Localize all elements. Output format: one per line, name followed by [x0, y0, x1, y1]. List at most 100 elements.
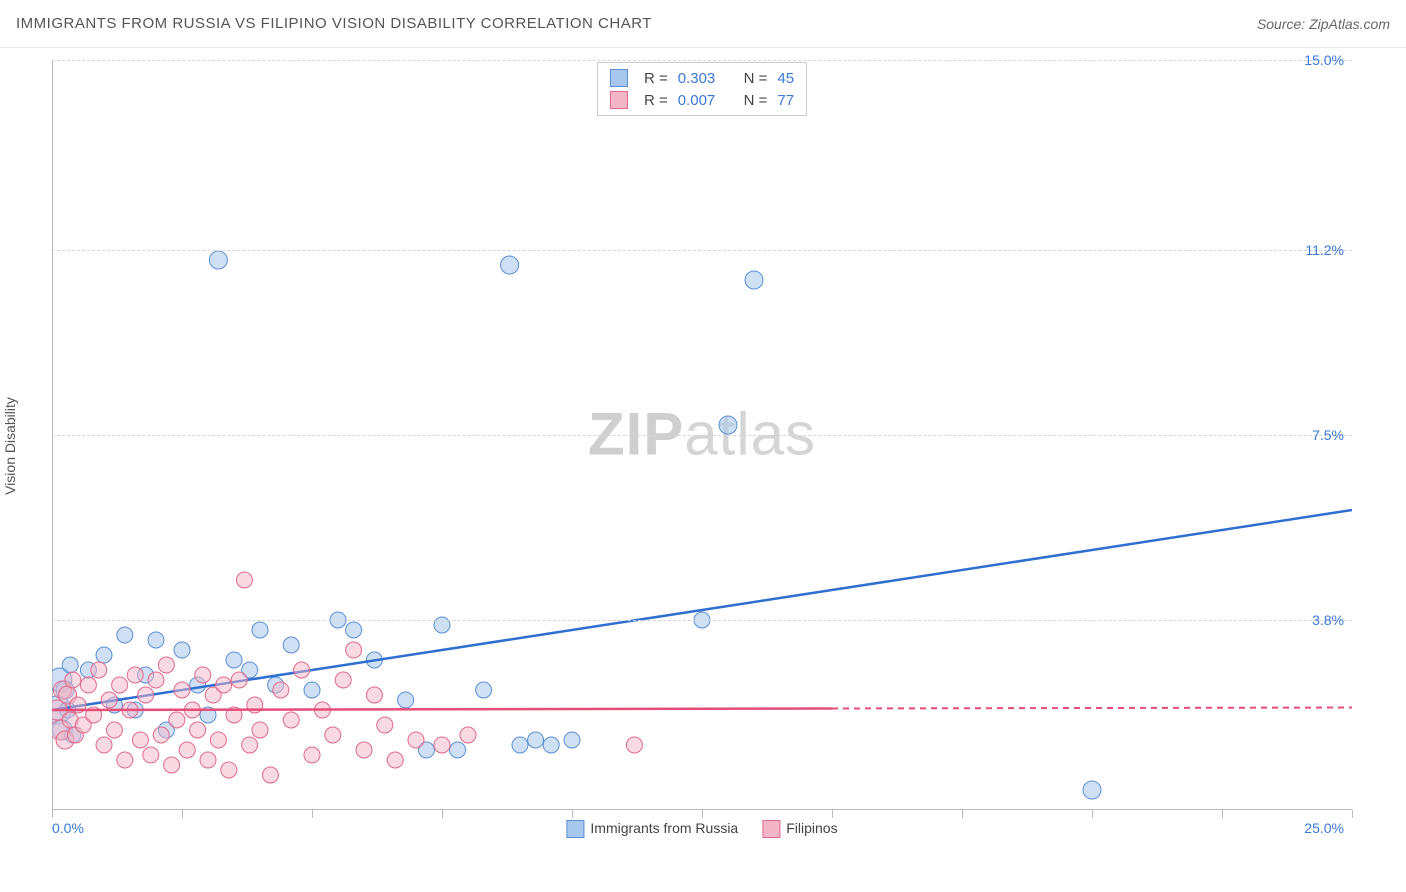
legend-swatch — [610, 91, 628, 109]
x-min-label: 0.0% — [52, 820, 84, 836]
data-point — [460, 727, 476, 743]
data-point — [528, 732, 544, 748]
data-point — [356, 742, 372, 758]
data-point — [143, 747, 159, 763]
data-point — [96, 737, 112, 753]
data-point — [179, 742, 195, 758]
gridline — [52, 60, 1352, 61]
data-point — [226, 652, 242, 668]
data-point — [325, 727, 341, 743]
x-tick — [832, 810, 833, 818]
data-point — [252, 622, 268, 638]
plot-area: ZIPatlas R = 0.303 N = 45R = 0.007 N = 7… — [52, 60, 1352, 840]
x-tick — [1222, 810, 1223, 818]
data-point — [283, 637, 299, 653]
legend-item: Filipinos — [762, 820, 837, 838]
x-tick — [1092, 810, 1093, 818]
data-point — [148, 632, 164, 648]
x-tick — [52, 810, 53, 818]
data-point — [501, 256, 519, 274]
data-point — [164, 757, 180, 773]
data-point — [80, 677, 96, 693]
data-point — [153, 727, 169, 743]
data-point — [91, 662, 107, 678]
bottom-legend: Immigrants from Russia Filipinos — [566, 820, 837, 838]
chart-header: IMMIGRANTS FROM RUSSIA VS FILIPINO VISIO… — [0, 0, 1406, 48]
gridline — [52, 250, 1352, 251]
legend-label: Immigrants from Russia — [590, 820, 738, 836]
data-point — [132, 732, 148, 748]
data-point — [112, 677, 128, 693]
data-point — [236, 572, 252, 588]
x-tick — [962, 810, 963, 818]
data-point — [127, 667, 143, 683]
data-point — [158, 657, 174, 673]
gridline — [52, 620, 1352, 621]
data-point — [117, 627, 133, 643]
data-point — [283, 712, 299, 728]
data-point — [377, 717, 393, 733]
stat-r-label: R = — [644, 92, 668, 109]
y-axis-label: Vision Disability — [2, 397, 18, 495]
data-point — [387, 752, 403, 768]
data-point — [346, 622, 362, 638]
data-point — [366, 687, 382, 703]
legend-swatch — [762, 820, 780, 838]
data-point — [543, 737, 559, 753]
x-max-label: 25.0% — [1304, 820, 1344, 836]
trend-line — [52, 709, 832, 711]
data-point — [242, 737, 258, 753]
data-point — [304, 747, 320, 763]
data-point — [745, 271, 763, 289]
legend-item: Immigrants from Russia — [566, 820, 738, 838]
data-point — [476, 682, 492, 698]
y-tick-label: 15.0% — [1304, 52, 1344, 68]
data-point — [304, 682, 320, 698]
stat-r-value: 0.007 — [678, 92, 716, 109]
data-point — [626, 737, 642, 753]
x-tick — [702, 810, 703, 818]
data-point — [117, 752, 133, 768]
data-point — [294, 662, 310, 678]
stats-row: R = 0.007 N = 77 — [610, 89, 794, 111]
trend-line-dashed — [832, 708, 1352, 709]
x-tick — [312, 810, 313, 818]
data-point — [273, 682, 289, 698]
x-tick — [442, 810, 443, 818]
x-tick — [1352, 810, 1353, 818]
data-point — [96, 647, 112, 663]
data-point — [174, 682, 190, 698]
data-point — [101, 692, 117, 708]
legend-label: Filipinos — [786, 820, 837, 836]
x-tick — [182, 810, 183, 818]
data-point — [106, 722, 122, 738]
data-point — [346, 642, 362, 658]
data-point — [252, 722, 268, 738]
data-point — [209, 251, 227, 269]
data-point — [62, 657, 78, 673]
data-point — [1083, 781, 1101, 799]
data-point — [564, 732, 580, 748]
legend-swatch — [610, 69, 628, 87]
y-tick-label: 3.8% — [1312, 612, 1344, 628]
stat-n-value: 77 — [777, 92, 794, 109]
data-point — [174, 642, 190, 658]
stat-n-value: 45 — [777, 70, 794, 87]
legend-swatch — [566, 820, 584, 838]
data-point — [195, 667, 211, 683]
data-point — [434, 737, 450, 753]
y-tick-label: 7.5% — [1312, 427, 1344, 443]
x-tick — [572, 810, 573, 818]
chart-title: IMMIGRANTS FROM RUSSIA VS FILIPINO VISIO… — [16, 15, 652, 32]
data-point — [335, 672, 351, 688]
data-point — [138, 687, 154, 703]
stats-row: R = 0.303 N = 45 — [610, 67, 794, 89]
data-point — [210, 732, 226, 748]
stats-legend: R = 0.303 N = 45R = 0.007 N = 77 — [597, 62, 807, 116]
data-point — [200, 752, 216, 768]
data-point — [221, 762, 237, 778]
data-point — [398, 692, 414, 708]
y-tick-label: 11.2% — [1305, 242, 1344, 258]
data-point — [408, 732, 424, 748]
data-point — [65, 672, 81, 688]
